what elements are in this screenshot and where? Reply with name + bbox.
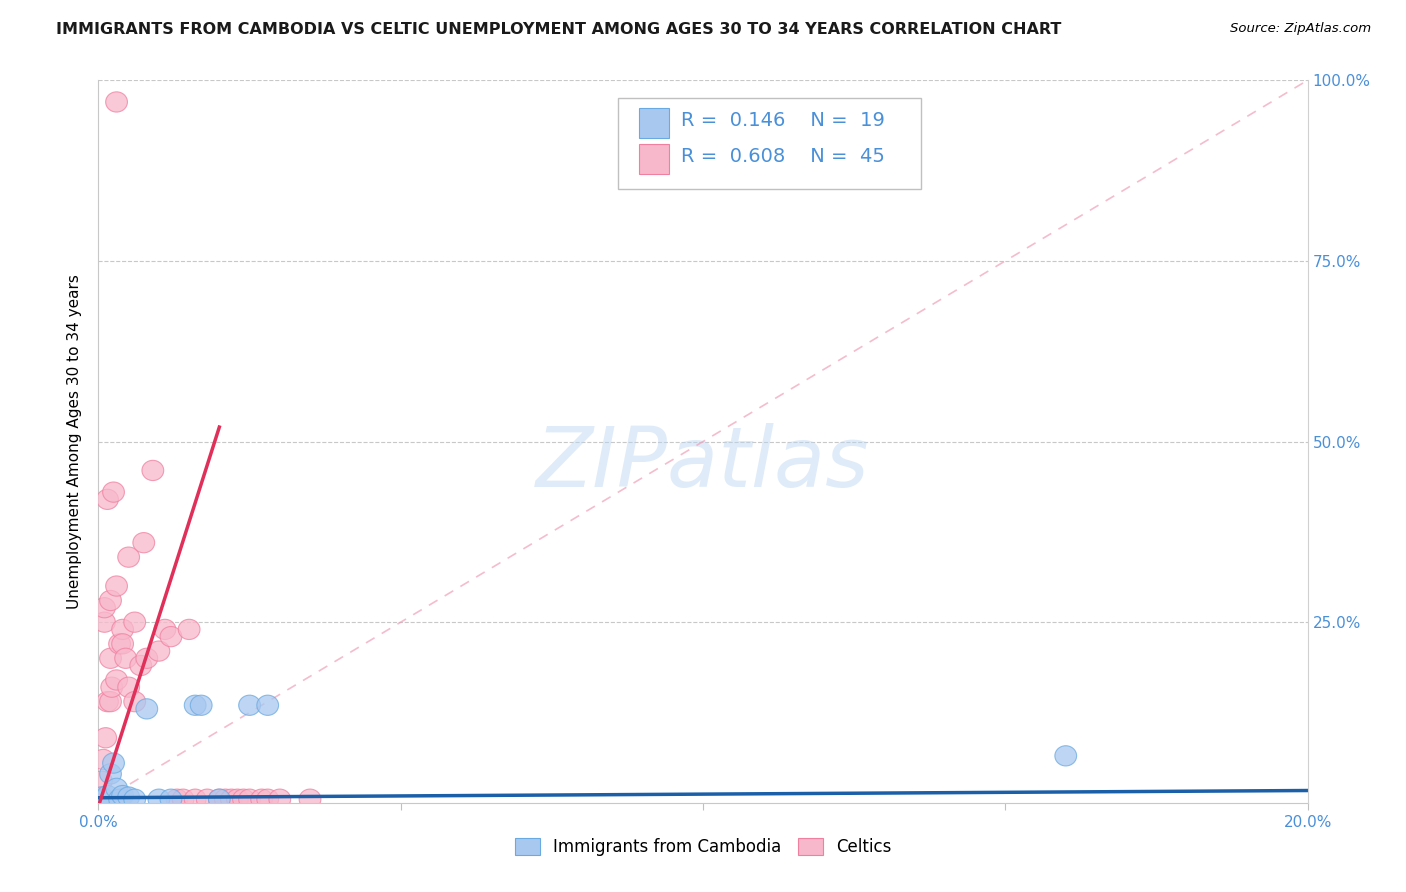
Ellipse shape <box>160 626 181 647</box>
Ellipse shape <box>299 789 321 809</box>
Ellipse shape <box>124 612 146 632</box>
Ellipse shape <box>232 789 254 809</box>
Ellipse shape <box>93 749 114 770</box>
FancyBboxPatch shape <box>619 98 921 189</box>
Ellipse shape <box>111 633 134 654</box>
Ellipse shape <box>257 789 278 809</box>
Ellipse shape <box>94 612 115 632</box>
Ellipse shape <box>250 789 273 809</box>
Ellipse shape <box>118 547 139 567</box>
Text: R =  0.146    N =  19: R = 0.146 N = 19 <box>682 112 886 130</box>
Ellipse shape <box>1054 746 1077 766</box>
Ellipse shape <box>118 787 139 807</box>
Ellipse shape <box>179 619 200 640</box>
Ellipse shape <box>155 619 176 640</box>
Ellipse shape <box>221 789 242 809</box>
Ellipse shape <box>257 695 278 715</box>
Ellipse shape <box>142 460 163 481</box>
Ellipse shape <box>136 648 157 668</box>
Ellipse shape <box>94 598 115 618</box>
Ellipse shape <box>108 633 131 654</box>
Y-axis label: Unemployment Among Ages 30 to 34 years: Unemployment Among Ages 30 to 34 years <box>67 274 83 609</box>
Ellipse shape <box>184 695 207 715</box>
Ellipse shape <box>124 691 146 712</box>
Ellipse shape <box>94 789 115 809</box>
Ellipse shape <box>172 789 194 809</box>
Ellipse shape <box>166 789 188 809</box>
Ellipse shape <box>100 648 121 668</box>
Ellipse shape <box>148 789 170 809</box>
Ellipse shape <box>239 789 260 809</box>
Ellipse shape <box>111 619 134 640</box>
Ellipse shape <box>100 764 121 784</box>
Ellipse shape <box>105 576 128 596</box>
Ellipse shape <box>148 641 170 661</box>
Ellipse shape <box>124 789 146 809</box>
FancyBboxPatch shape <box>638 108 669 138</box>
Ellipse shape <box>115 648 136 668</box>
Ellipse shape <box>105 778 128 798</box>
Ellipse shape <box>97 489 118 509</box>
Ellipse shape <box>94 728 117 747</box>
Ellipse shape <box>111 786 134 805</box>
Ellipse shape <box>239 695 260 715</box>
Ellipse shape <box>90 771 112 791</box>
Text: R =  0.608    N =  45: R = 0.608 N = 45 <box>682 147 886 167</box>
Ellipse shape <box>269 789 291 809</box>
Ellipse shape <box>105 670 128 690</box>
Legend: Immigrants from Cambodia, Celtics: Immigrants from Cambodia, Celtics <box>508 831 898 863</box>
Text: IMMIGRANTS FROM CAMBODIA VS CELTIC UNEMPLOYMENT AMONG AGES 30 TO 34 YEARS CORREL: IMMIGRANTS FROM CAMBODIA VS CELTIC UNEMP… <box>56 22 1062 37</box>
FancyBboxPatch shape <box>638 144 669 174</box>
Ellipse shape <box>160 789 181 809</box>
Ellipse shape <box>97 786 118 805</box>
Ellipse shape <box>215 789 236 809</box>
Ellipse shape <box>97 691 118 712</box>
Ellipse shape <box>129 656 152 675</box>
Ellipse shape <box>103 482 124 502</box>
Ellipse shape <box>190 695 212 715</box>
Ellipse shape <box>197 789 218 809</box>
Text: ZIPatlas: ZIPatlas <box>536 423 870 504</box>
Ellipse shape <box>90 787 111 807</box>
Ellipse shape <box>100 591 121 611</box>
Ellipse shape <box>208 789 231 809</box>
Ellipse shape <box>100 691 121 712</box>
Ellipse shape <box>226 789 249 809</box>
Ellipse shape <box>136 698 157 719</box>
Ellipse shape <box>134 533 155 553</box>
Ellipse shape <box>108 789 131 809</box>
Ellipse shape <box>184 789 207 809</box>
Ellipse shape <box>118 677 139 698</box>
Ellipse shape <box>101 677 122 698</box>
Text: Source: ZipAtlas.com: Source: ZipAtlas.com <box>1230 22 1371 36</box>
Ellipse shape <box>105 92 128 112</box>
Ellipse shape <box>208 789 231 809</box>
Ellipse shape <box>90 787 112 807</box>
Ellipse shape <box>103 753 124 773</box>
